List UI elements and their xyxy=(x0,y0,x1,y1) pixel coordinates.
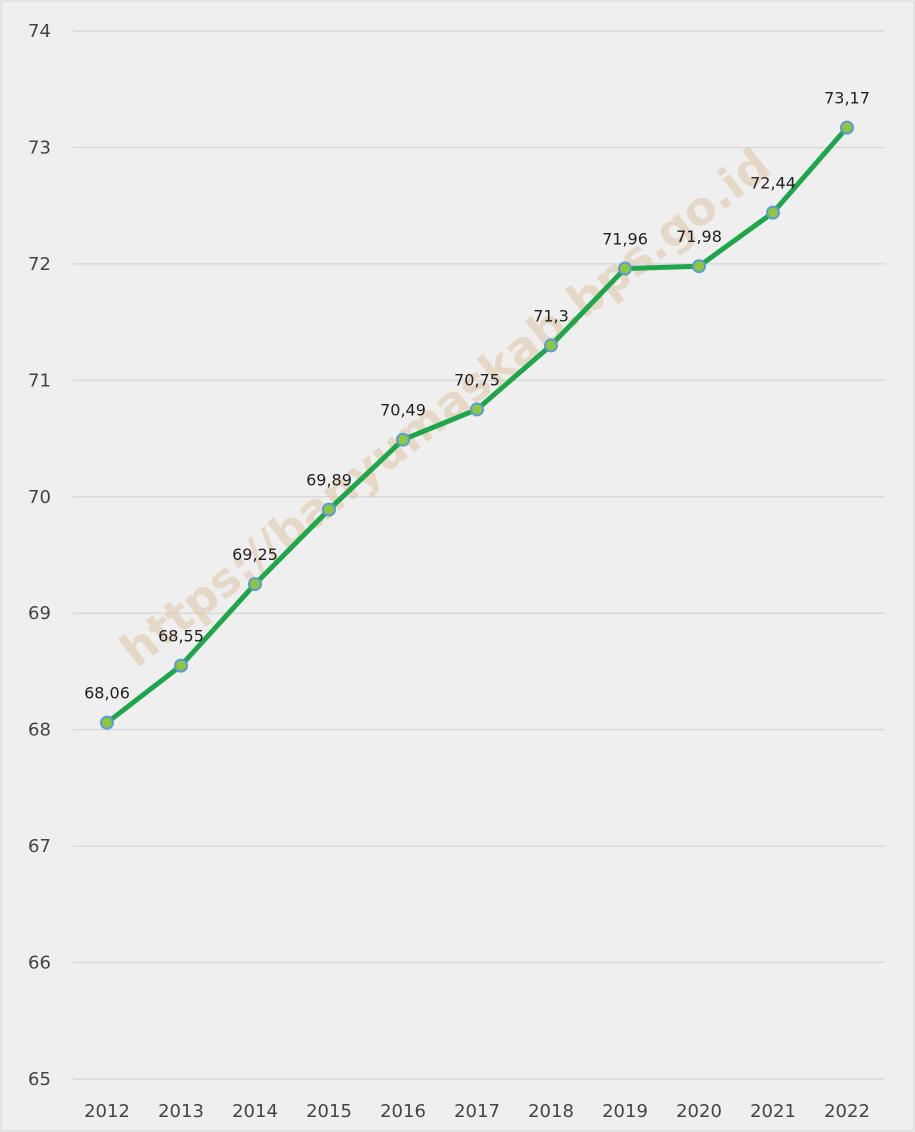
data-point xyxy=(248,577,262,592)
x-axis-ticks: 2012 2013 2014 2015 2016 2017 2018 2019 2020 2021… xyxy=(84,1101,870,1122)
data-label: 71,96 xyxy=(602,230,648,249)
data-label: 71,98 xyxy=(676,227,722,246)
data-point xyxy=(618,261,632,276)
data-point xyxy=(396,432,410,447)
x-tick-label: 2015 xyxy=(306,1101,352,1122)
data-label: 70,75 xyxy=(454,370,500,389)
gridlines xyxy=(73,30,885,1080)
data-label: 68,55 xyxy=(158,627,204,646)
x-tick-label: 2021 xyxy=(750,1101,796,1122)
y-tick-label: 71 xyxy=(28,370,51,391)
data-label: 68,06 xyxy=(84,684,130,703)
data-point xyxy=(544,338,558,353)
data-label: 72,44 xyxy=(750,174,796,193)
x-tick-label: 2016 xyxy=(380,1101,426,1122)
data-point xyxy=(100,715,114,730)
data-label: 73,17 xyxy=(824,89,870,108)
y-tick-label: 68 xyxy=(28,720,51,741)
data-point xyxy=(840,120,854,135)
y-tick-label: 65 xyxy=(28,1069,51,1090)
data-point xyxy=(692,259,706,274)
y-tick-label: 67 xyxy=(28,836,51,857)
data-label: 71,3 xyxy=(533,306,569,325)
y-tick-label: 70 xyxy=(28,487,51,508)
y-tick-label: 74 xyxy=(28,21,51,42)
data-point xyxy=(470,402,484,417)
y-tick-label: 69 xyxy=(28,603,51,624)
data-point xyxy=(766,205,780,220)
y-tick-label: 73 xyxy=(28,137,51,158)
y-tick-label: 66 xyxy=(28,953,51,974)
data-point xyxy=(174,658,188,673)
data-label: 70,49 xyxy=(380,401,426,420)
x-tick-label: 2012 xyxy=(84,1101,130,1122)
x-tick-label: 2017 xyxy=(454,1101,500,1122)
x-tick-label: 2014 xyxy=(232,1101,278,1122)
x-tick-label: 2013 xyxy=(158,1101,204,1122)
y-tick-label: 72 xyxy=(28,254,51,275)
data-point xyxy=(322,502,336,517)
data-markers xyxy=(100,120,854,730)
data-labels: 68,06 68,55 69,25 69,89 70,49 70,75 71,3 71,96 7… xyxy=(84,89,870,703)
x-tick-label: 2019 xyxy=(602,1101,648,1122)
y-axis-ticks: 65 66 67 68 69 70 71 72 73 74 xyxy=(28,21,51,1090)
data-label: 69,25 xyxy=(232,545,278,564)
data-label: 69,89 xyxy=(306,471,352,490)
x-tick-label: 2022 xyxy=(824,1101,870,1122)
x-tick-label: 2020 xyxy=(676,1101,722,1122)
x-tick-label: 2018 xyxy=(528,1101,574,1122)
